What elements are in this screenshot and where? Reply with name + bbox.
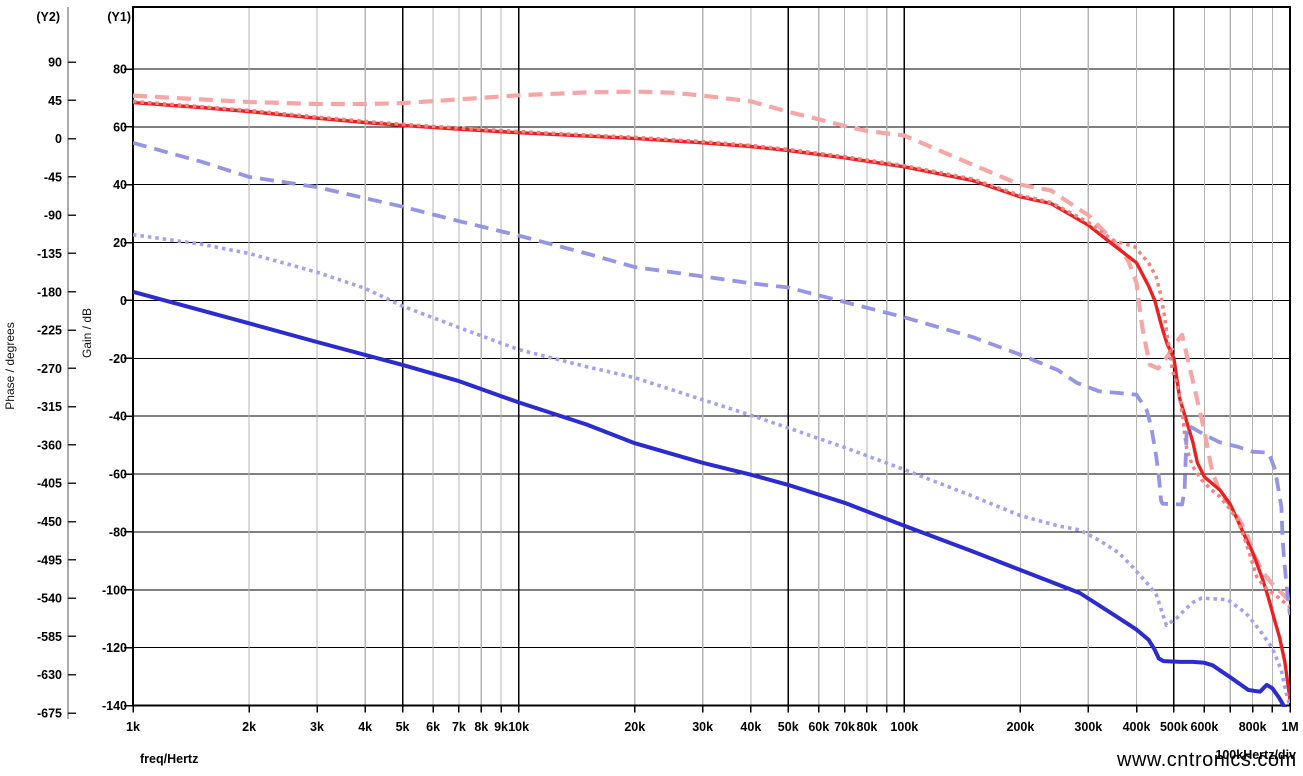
y2-tick-label--585: -585 [37, 630, 62, 644]
x-tick-label-9k: 9k [494, 720, 508, 734]
x-tick-label-10k: 10k [508, 720, 529, 734]
y2-axis-title: Phase / degrees [3, 322, 17, 409]
y1-tick-label-80: 80 [113, 63, 127, 77]
tick-labels: 90 45 0 -45 -90 -135 -180 -225 -270 -315 -360 -405 -… [37, 56, 1299, 735]
y2-tick-label--450: -450 [37, 515, 62, 529]
x-tick-label-4k: 4k [358, 720, 372, 734]
y2-tick-label--405: -405 [37, 477, 62, 491]
y1-axis-title: Gain / dB [80, 308, 94, 358]
y2-tick-label-90: 90 [48, 56, 62, 70]
y2-tick-label--90: -90 [44, 209, 62, 223]
frame-rect [132, 6, 1291, 707]
x-tick-label-50k: 50k [778, 720, 799, 734]
x-tick-label-20k: 20k [624, 720, 645, 734]
x-tick-label-30k: 30k [692, 720, 713, 734]
x-tick-label-3k: 3k [310, 720, 324, 734]
axis-tick-marks [68, 61, 1291, 714]
y2-tick-label--630: -630 [37, 668, 62, 682]
y2-tick-label--360: -360 [37, 438, 62, 452]
y2-tick-label--135: -135 [37, 247, 62, 261]
y1-tick-label--140: -140 [102, 699, 127, 713]
y1-tick-label-60: 60 [113, 120, 127, 134]
x-scale-per-div-label: 100kHertz/div [1215, 748, 1296, 762]
y1-tick-label-0: 0 [120, 294, 127, 308]
x-tick-label-7k: 7k [452, 720, 466, 734]
y1-tick-label-20: 20 [113, 236, 127, 250]
x-tick-label-300k: 300k [1074, 720, 1102, 734]
x-tick-label-40k: 40k [740, 720, 761, 734]
x-tick-label-600k: 600k [1191, 720, 1219, 734]
gridlines [133, 7, 1290, 706]
x-tick-label-5k: 5k [396, 720, 410, 734]
y2-tick-label--270: -270 [37, 362, 62, 376]
y1-tick-label--80: -80 [109, 525, 127, 539]
y2-tick-label--540: -540 [37, 592, 62, 606]
curve-gain-dash [133, 89, 1290, 603]
y2-axis-name: (Y2) [36, 10, 60, 24]
x-tick-label-1k: 1k [126, 720, 140, 734]
y2-tick-label--180: -180 [37, 285, 62, 299]
y1-tick-label--60: -60 [109, 468, 127, 482]
curve-gain-solid [133, 100, 1290, 700]
y2-tick-label-0: 0 [55, 132, 62, 146]
x-tick-label-80k: 80k [857, 720, 878, 734]
x-tick-label-800k: 800k [1239, 720, 1267, 734]
x-tick-label-8k: 8k [474, 720, 488, 734]
x-tick-label-100k: 100k [890, 720, 918, 734]
y2-tick-label--495: -495 [37, 553, 62, 567]
y1-axis-name: (Y1) [107, 10, 131, 24]
x-tick-label-1M: 1M [1281, 720, 1298, 734]
curve-phase-dot [133, 232, 1290, 707]
x-tick-label-200k: 200k [1007, 720, 1035, 734]
y1-tick-label--100: -100 [102, 583, 127, 597]
curves [133, 89, 1290, 707]
y2-tick-label--675: -675 [37, 707, 62, 721]
curve-gain-dot [133, 99, 1290, 609]
x-tick-label-6k: 6k [426, 720, 440, 734]
x-tick-label-500k: 500k [1160, 720, 1188, 734]
x-tick-label-2k: 2k [242, 720, 256, 734]
curve-phase-solid [133, 289, 1287, 707]
y2-tick-label-45: 45 [48, 94, 62, 108]
y1-tick-label--40: -40 [109, 410, 127, 424]
x-tick-label-60k: 60k [808, 720, 829, 734]
y1-tick-label--20: -20 [109, 352, 127, 366]
y1-tick-label-40: 40 [113, 178, 127, 192]
y2-tick-label--45: -45 [44, 170, 62, 184]
y1-tick-label--120: -120 [102, 641, 127, 655]
y2-tick-label--225: -225 [37, 324, 62, 338]
y2-tick-label--315: -315 [37, 400, 62, 414]
x-tick-label-70k: 70k [834, 720, 855, 734]
curve-phase-dash [133, 140, 1290, 616]
plot-frame [67, 6, 1291, 719]
x-axis-title: freq/Hertz [140, 752, 198, 766]
watermark-text: www.cntronics.com [1116, 749, 1297, 771]
x-tick-label-400k: 400k [1123, 720, 1151, 734]
